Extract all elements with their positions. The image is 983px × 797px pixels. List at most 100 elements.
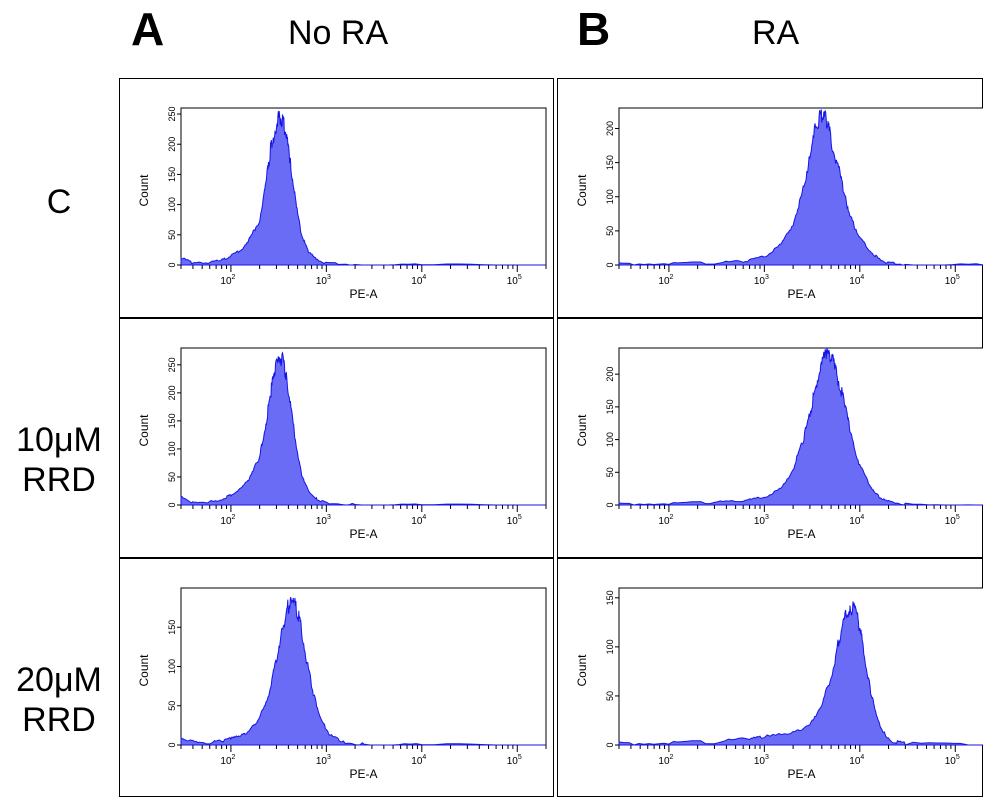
panel-a-title: No RA [288,14,389,52]
x-tick-label: 105 [945,274,960,287]
y-axis-label: Count [137,414,151,447]
x-tick-exponent: 5 [518,754,522,761]
x-tick-exponent: 5 [956,274,960,281]
row-label-line1: C [46,183,72,221]
y-tick-label: 50 [167,230,177,240]
x-tick-label: 104 [849,514,864,527]
x-tick-exponent: 3 [765,274,769,281]
x-tick-label: 105 [945,514,960,527]
x-tick-exponent: 2 [670,274,674,281]
x-tick-label: 102 [220,754,235,767]
x-tick-exponent: 3 [327,514,331,521]
panel-a-letter: A [131,3,165,55]
y-tick-label: 100 [605,189,615,204]
row-label-control: C [0,182,118,222]
x-tick-exponent: 4 [422,274,426,281]
x-tick-label: 104 [849,754,864,767]
x-tick-exponent: 5 [518,274,522,281]
row-label-20um-rrd: 20μM RRD [0,660,118,740]
panel-b-letter: B [577,3,611,55]
x-tick-exponent: 4 [860,754,864,761]
x-tick-label: 103 [316,754,331,767]
x-tick-exponent: 2 [232,274,236,281]
y-tick-label: 250 [167,107,177,122]
x-tick-label: 103 [316,274,331,287]
x-tick-label: 105 [945,754,960,767]
x-tick-label: 105 [507,754,522,767]
y-tick-label: 150 [605,155,615,170]
y-axis-label: Count [575,654,589,687]
histogram-b-c: 0 50 100 150 200 Count 102 103 104 105 PE-A [575,107,983,301]
y-axis-label: Count [137,174,151,207]
x-axis-label: PE-A [787,527,815,541]
histogram-area [180,110,546,266]
y-tick-label: 50 [605,467,615,477]
row-label-line2: RRD [22,461,96,499]
y-tick-label: 200 [167,137,177,152]
y-tick-label: 100 [167,441,177,456]
x-tick-label: 103 [754,514,769,527]
y-tick-label: 0 [605,742,615,747]
x-tick-label: 104 [411,514,426,527]
y-tick-label: 200 [167,385,177,400]
x-tick-exponent: 3 [327,274,331,281]
plot-area [180,347,547,506]
panel-b-title: RA [752,14,800,52]
y-tick-label: 50 [167,701,177,711]
x-tick-label: 102 [658,274,673,287]
histogram-a-c: 0 50 100 150 200 250 Count 102 103 104 105 PE-A [137,107,547,301]
x-tick-exponent: 2 [232,514,236,521]
x-tick-label: 104 [411,274,426,287]
y-tick-label: 50 [605,691,615,701]
x-tick-exponent: 4 [422,514,426,521]
y-tick-label: 200 [605,121,615,136]
y-tick-label: 200 [605,367,615,382]
x-tick-label: 102 [220,274,235,287]
y-tick-label: 0 [167,262,177,267]
x-tick-label: 104 [849,274,864,287]
row-label-line2: RRD [22,701,96,739]
y-tick-label: 100 [605,432,615,447]
plot-area [180,587,547,746]
x-axis-label: PE-A [349,767,377,781]
x-tick-label: 103 [754,274,769,287]
x-tick-label: 103 [316,514,331,527]
y-tick-label: 50 [605,226,615,236]
x-axis-label: PE-A [349,527,377,541]
histogram-a-20-m-rrd: 0 50 100 150 Count 102 103 104 105 PE-A [137,587,547,781]
y-tick-label: 0 [167,742,177,747]
x-tick-exponent: 2 [670,754,674,761]
y-axis-label: Count [137,654,151,687]
x-tick-label: 102 [658,514,673,527]
y-tick-label: 0 [605,262,615,267]
x-tick-label: 105 [507,514,522,527]
y-tick-label: 150 [605,399,615,414]
plot-area [180,107,547,266]
histogram-area [180,597,546,746]
y-axis-label: Count [575,414,589,447]
y-tick-label: 150 [167,167,177,182]
row-label-10um-rrd: 10μM RRD [0,420,118,500]
x-tick-exponent: 3 [765,514,769,521]
histogram-area [618,601,983,746]
y-tick-label: 0 [605,502,615,507]
histogram-b-10-m-rrd: 0 50 100 150 200 Count 102 103 104 105 PE-A [575,347,983,541]
x-tick-exponent: 4 [860,514,864,521]
x-tick-label: 105 [507,274,522,287]
histogram-b-20-m-rrd: 0 50 100 150 Count 102 103 104 105 PE-A [575,587,983,781]
y-tick-label: 150 [167,620,177,635]
histogram-area [618,109,983,266]
x-axis-label: PE-A [349,287,377,301]
x-axis-label: PE-A [787,287,815,301]
y-tick-label: 150 [167,413,177,428]
y-tick-label: 100 [605,639,615,654]
x-tick-exponent: 4 [422,754,426,761]
x-tick-label: 102 [220,514,235,527]
histogram-area [180,351,546,506]
x-tick-exponent: 3 [765,754,769,761]
x-tick-exponent: 5 [956,754,960,761]
x-axis-label: PE-A [787,767,815,781]
histogram-a-10-m-rrd: 0 50 100 150 200 250 Count 102 103 104 105 PE-A [137,347,547,541]
row-label-line1: 20μM [16,661,102,699]
